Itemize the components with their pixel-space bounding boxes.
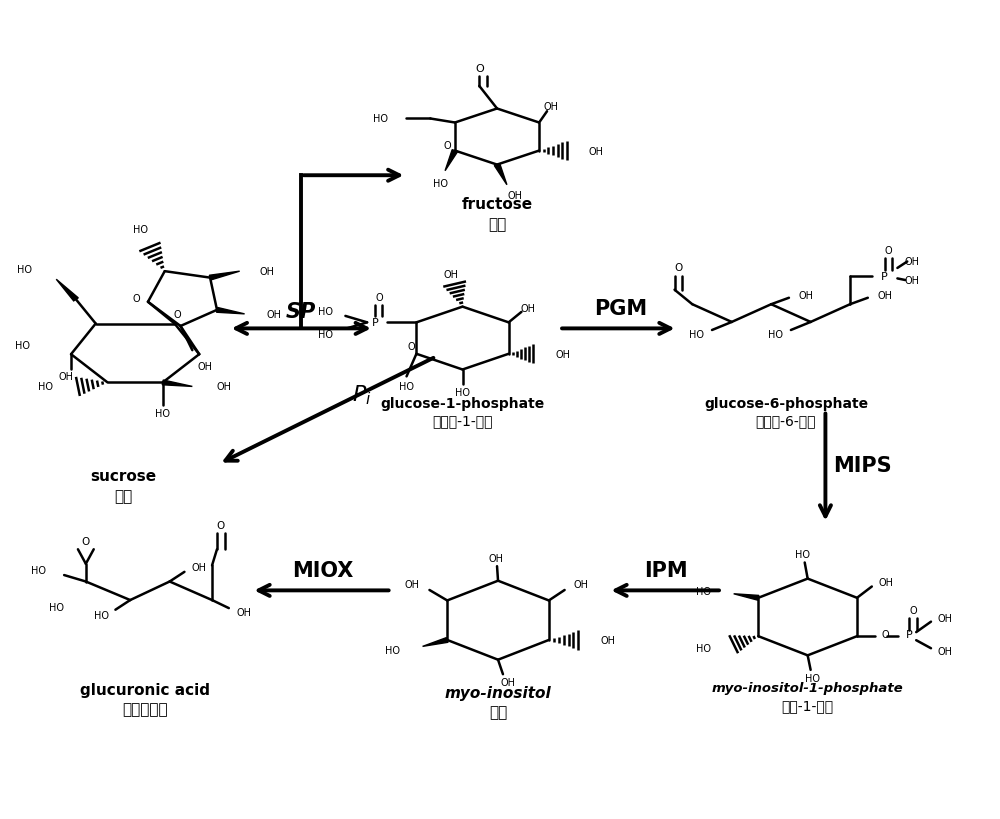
Text: PGM: PGM [594,299,647,319]
Text: 肌醇: 肌醇 [489,704,507,720]
Text: OH: OH [878,290,893,301]
Text: OH: OH [879,577,894,587]
Text: myo-inositol-1-phosphate: myo-inositol-1-phosphate [712,681,904,694]
Text: O: O [882,629,889,639]
Text: HO: HO [373,115,388,124]
Text: HO: HO [433,179,448,188]
Text: 葡萄糖-1-磷酸: 葡萄糖-1-磷酸 [432,414,493,428]
Text: OH: OH [489,554,504,563]
Text: MIPS: MIPS [834,456,892,476]
Text: OH: OH [588,147,603,156]
Text: O: O [443,140,451,151]
Text: OH: OH [259,267,274,277]
Polygon shape [445,151,458,171]
Text: HO: HO [155,409,170,419]
Polygon shape [209,272,240,281]
Text: glucuronic acid: glucuronic acid [80,682,210,697]
Text: HO: HO [94,610,109,620]
Text: OH: OH [198,362,213,372]
Text: fructose: fructose [461,197,533,211]
Text: MIOX: MIOX [292,560,353,581]
Text: HO: HO [455,387,470,397]
Text: sucrose: sucrose [90,468,156,483]
Text: OH: OH [217,382,232,392]
Text: HO: HO [15,340,30,350]
Polygon shape [56,280,78,301]
Text: 葡萄糖醛酸: 葡萄糖醛酸 [122,702,168,717]
Text: OH: OH [443,270,458,280]
Text: 葡萄糖-6-磷酸: 葡萄糖-6-磷酸 [756,414,816,428]
Polygon shape [494,165,507,186]
Text: OH: OH [938,646,953,656]
Text: HO: HO [399,382,414,391]
Text: O: O [475,64,484,74]
Text: O: O [375,292,383,302]
Text: OH: OH [556,350,571,360]
Text: OH: OH [237,608,252,618]
Text: $P_i$: $P_i$ [352,383,372,407]
Text: HO: HO [318,306,333,317]
Text: OH: OH [507,191,522,201]
Polygon shape [162,381,192,387]
Text: HO: HO [768,329,783,340]
Text: HO: HO [38,382,53,392]
Text: O: O [674,263,683,273]
Text: O: O [217,520,225,531]
Text: OH: OH [405,580,420,590]
Text: P: P [372,318,378,328]
Polygon shape [423,638,448,647]
Text: IPM: IPM [644,560,687,581]
Text: OH: OH [266,310,281,319]
Polygon shape [216,308,245,314]
Text: OH: OH [938,613,953,623]
Text: HO: HO [795,550,810,559]
Text: HO: HO [318,329,333,339]
Text: OH: OH [521,304,536,314]
Polygon shape [734,594,759,600]
Text: OH: OH [500,677,515,687]
Text: glucose-6-phosphate: glucose-6-phosphate [704,396,868,410]
Text: O: O [909,604,917,615]
Text: P: P [906,629,913,639]
Text: O: O [885,246,892,256]
Text: HO: HO [385,645,400,655]
Text: HO: HO [133,225,148,235]
Text: OH: OH [191,563,206,572]
Text: P: P [881,272,888,282]
Text: OH: OH [573,580,588,590]
Text: OH: OH [904,276,919,286]
Text: O: O [132,293,140,303]
Text: 果糖: 果糖 [488,217,506,232]
Text: O: O [82,536,90,546]
Text: myo-inositol: myo-inositol [445,686,551,700]
Text: O: O [408,342,415,351]
Text: HO: HO [696,586,711,596]
Text: HO: HO [31,566,46,576]
Text: SP: SP [286,301,316,321]
Text: HO: HO [696,644,711,654]
Text: OH: OH [799,290,814,301]
Text: OH: OH [59,372,74,382]
Text: OH: OH [904,257,919,267]
Text: glucose-1-phosphate: glucose-1-phosphate [380,396,545,410]
Text: HO: HO [49,603,64,613]
Text: O: O [174,310,181,319]
Text: OH: OH [600,636,615,645]
Text: OH: OH [543,102,558,112]
Text: 蔗糖: 蔗糖 [114,489,132,504]
Text: HO: HO [17,265,32,274]
Text: HO: HO [689,329,704,340]
Text: 肌醇-1-磷酸: 肌醇-1-磷酸 [782,699,834,713]
Text: HO: HO [805,673,820,683]
